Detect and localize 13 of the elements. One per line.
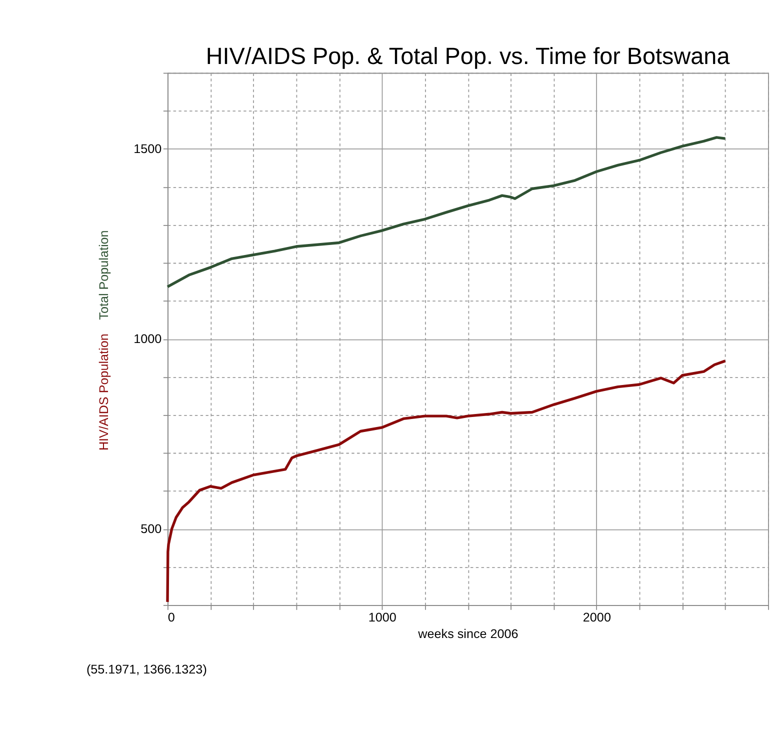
text: HIV/AIDS Population bbox=[97, 334, 112, 451]
text: (55.1971, 1366.1323) bbox=[86, 662, 207, 676]
x-tick-label: 1000 bbox=[368, 610, 396, 625]
line-series bbox=[166, 136, 727, 288]
x-axis-title: weeks since 2006 bbox=[417, 626, 518, 641]
x-tick-label: 2000 bbox=[582, 610, 611, 625]
text: Total Population bbox=[97, 230, 112, 320]
y-tick-label: 1500 bbox=[134, 142, 162, 156]
chart-title: HIV/AIDS Pop. & Total Pop. vs. Time for Botswana bbox=[206, 43, 731, 70]
x-tick-label: 0 bbox=[168, 610, 175, 625]
y-tick-label: 1000 bbox=[134, 332, 162, 346]
y-tick-label: 500 bbox=[140, 522, 162, 536]
line-series bbox=[166, 360, 727, 604]
